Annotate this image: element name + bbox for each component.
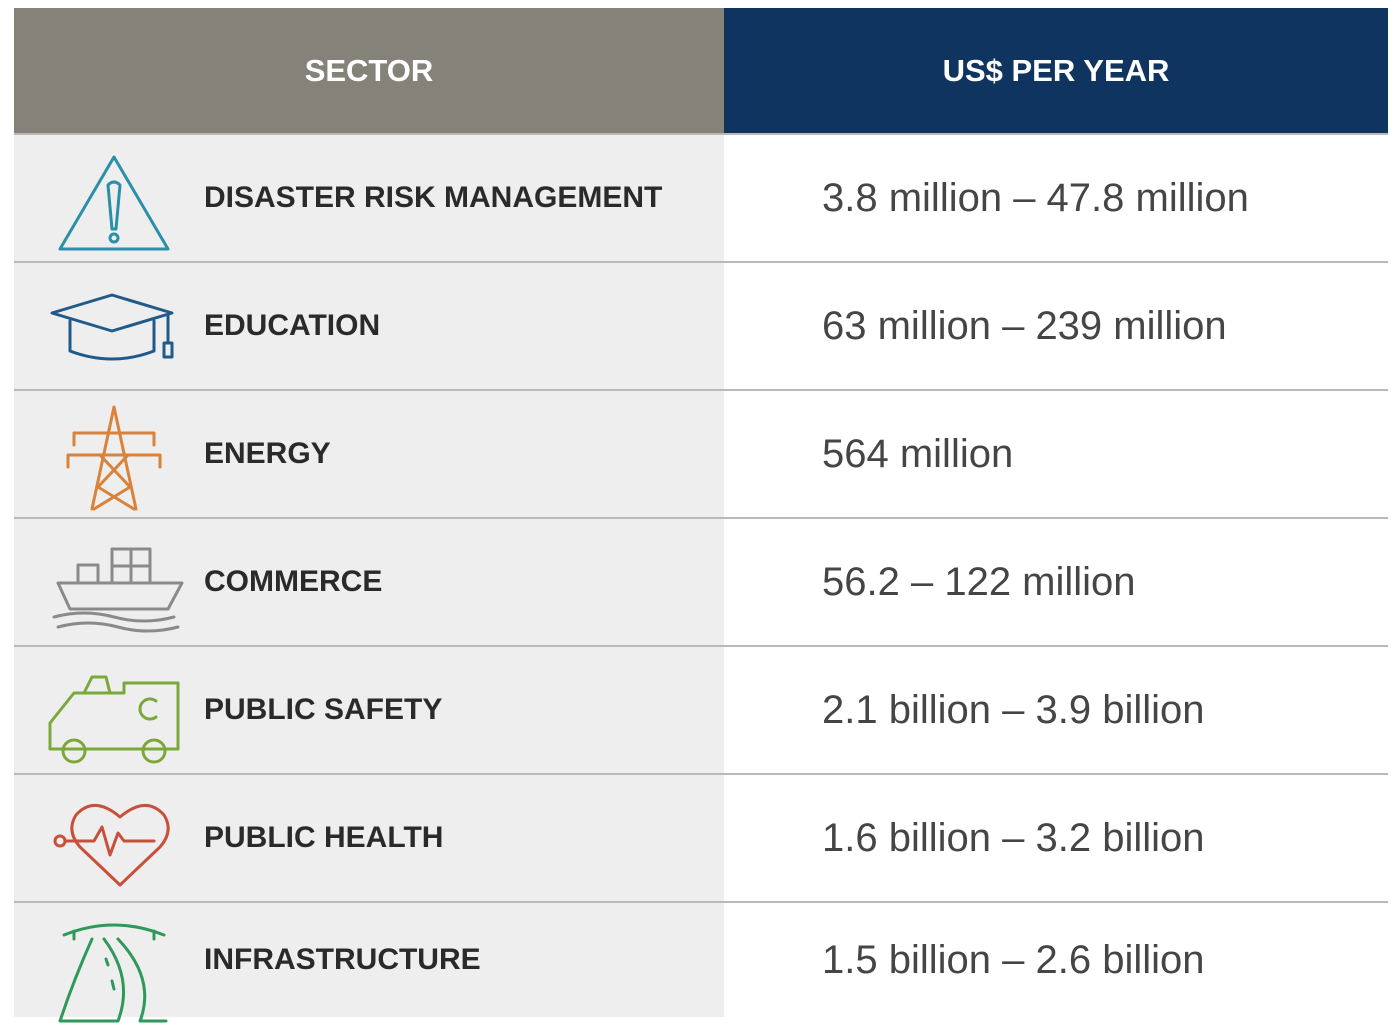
sector: EDUCATION: [204, 309, 381, 342]
sector: PUBLIC SAFETY: [204, 693, 443, 726]
row: ENERGY 564 million: [14, 389, 1388, 517]
sector-cell: INFRASTRUCTURE: [14, 903, 724, 1023]
sector: ENERGY: [204, 437, 331, 470]
sector-cell: COMMERCE: [14, 519, 724, 645]
header-amount: US$ PER YEAR: [724, 8, 1388, 133]
row: PUBLIC HEALTH 1.6 billion – 3.2 billion: [14, 773, 1388, 901]
amount-cell: 1.5 billion – 2.6 billion: [724, 903, 1388, 1017]
sector-cell: PUBLIC SAFETY: [14, 647, 724, 773]
amount: 3.8 million – 47.8 million: [822, 175, 1249, 220]
icon-heart: [53, 804, 170, 887]
icon-ambulance: [48, 675, 180, 764]
sector-cell: ENERGY: [14, 391, 724, 517]
amount: 2.1 billion – 3.9 billion: [822, 687, 1205, 732]
sector-cell: PUBLIC HEALTH: [14, 775, 724, 901]
amount-cell: 63 million – 239 million: [724, 263, 1388, 389]
amount-cell: 56.2 – 122 million: [724, 519, 1388, 645]
amount: 56.2 – 122 million: [822, 559, 1136, 604]
row: INFRASTRUCTURE 1.5 billion – 2.6 billion: [14, 901, 1388, 1023]
row: EDUCATION 63 million – 239 million: [14, 261, 1388, 389]
icon-graduation: [50, 293, 174, 361]
row: PUBLIC SAFETY 2.1 billion – 3.9 billion: [14, 645, 1388, 773]
sector: COMMERCE: [204, 565, 383, 598]
header-sector: SECTOR: [14, 8, 724, 133]
amount: 1.5 billion – 2.6 billion: [822, 937, 1205, 982]
amount: 63 million – 239 million: [822, 303, 1227, 348]
amount-cell: 3.8 million – 47.8 million: [724, 135, 1388, 261]
amount: 1.6 billion – 3.2 billion: [822, 815, 1205, 860]
sector-cell: DISASTER RISK MANAGEMENT: [14, 135, 724, 261]
icon-ship: [52, 547, 184, 633]
icon-warning: [58, 155, 170, 251]
sector: DISASTER RISK MANAGEMENT: [204, 181, 663, 214]
sector: INFRASTRUCTURE: [204, 943, 481, 976]
row: COMMERCE 56.2 – 122 million: [14, 517, 1388, 645]
table: SECTOR US$ PER YEAR DISASTER RISK MANAGE…: [14, 8, 1388, 1023]
amount-cell: 2.1 billion – 3.9 billion: [724, 647, 1388, 773]
amount-cell: 1.6 billion – 3.2 billion: [724, 775, 1388, 901]
icon-road: [58, 923, 168, 1023]
sector: PUBLIC HEALTH: [204, 821, 444, 854]
icon-pylon: [66, 405, 162, 511]
row: DISASTER RISK MANAGEMENT 3.8 million – 4…: [14, 133, 1388, 261]
amount-cell: 564 million: [724, 391, 1388, 517]
amount: 564 million: [822, 431, 1014, 476]
sector-cell: EDUCATION: [14, 263, 724, 389]
